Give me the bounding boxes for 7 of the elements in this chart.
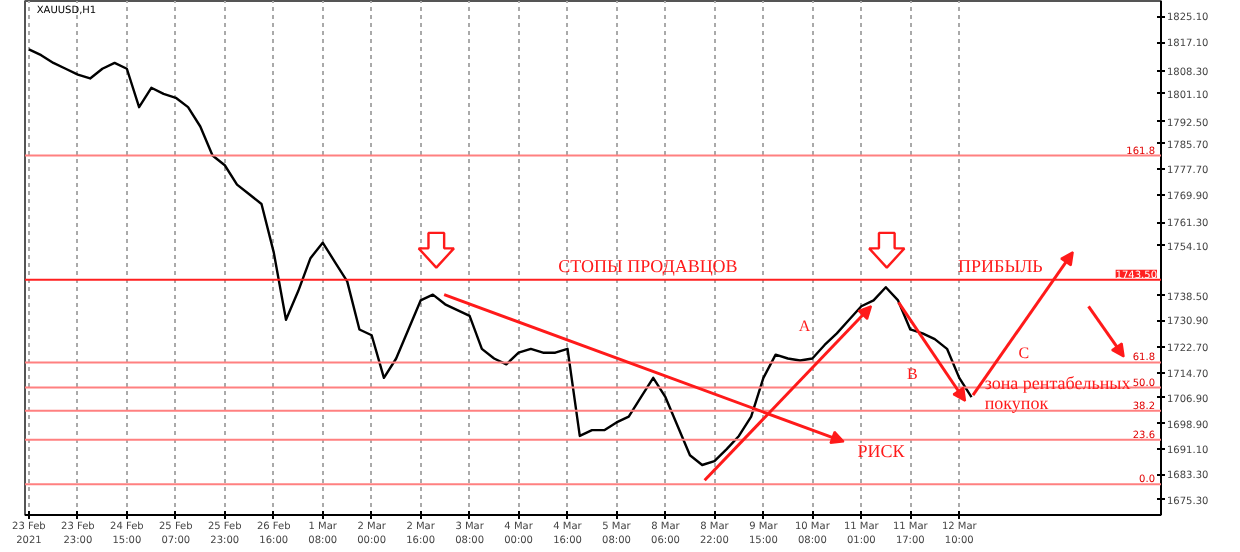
annotation: зона рентабельных покупок [984,373,1132,414]
annotation: A [798,316,811,335]
annotation: ПРИБЫЛЬ [958,255,1043,276]
annotation: C [1018,343,1030,362]
annotation: СТОПЫ ПРОДАВЦОВ [558,255,738,276]
annotation: B [906,364,918,383]
annotation: РИСК [857,441,907,462]
